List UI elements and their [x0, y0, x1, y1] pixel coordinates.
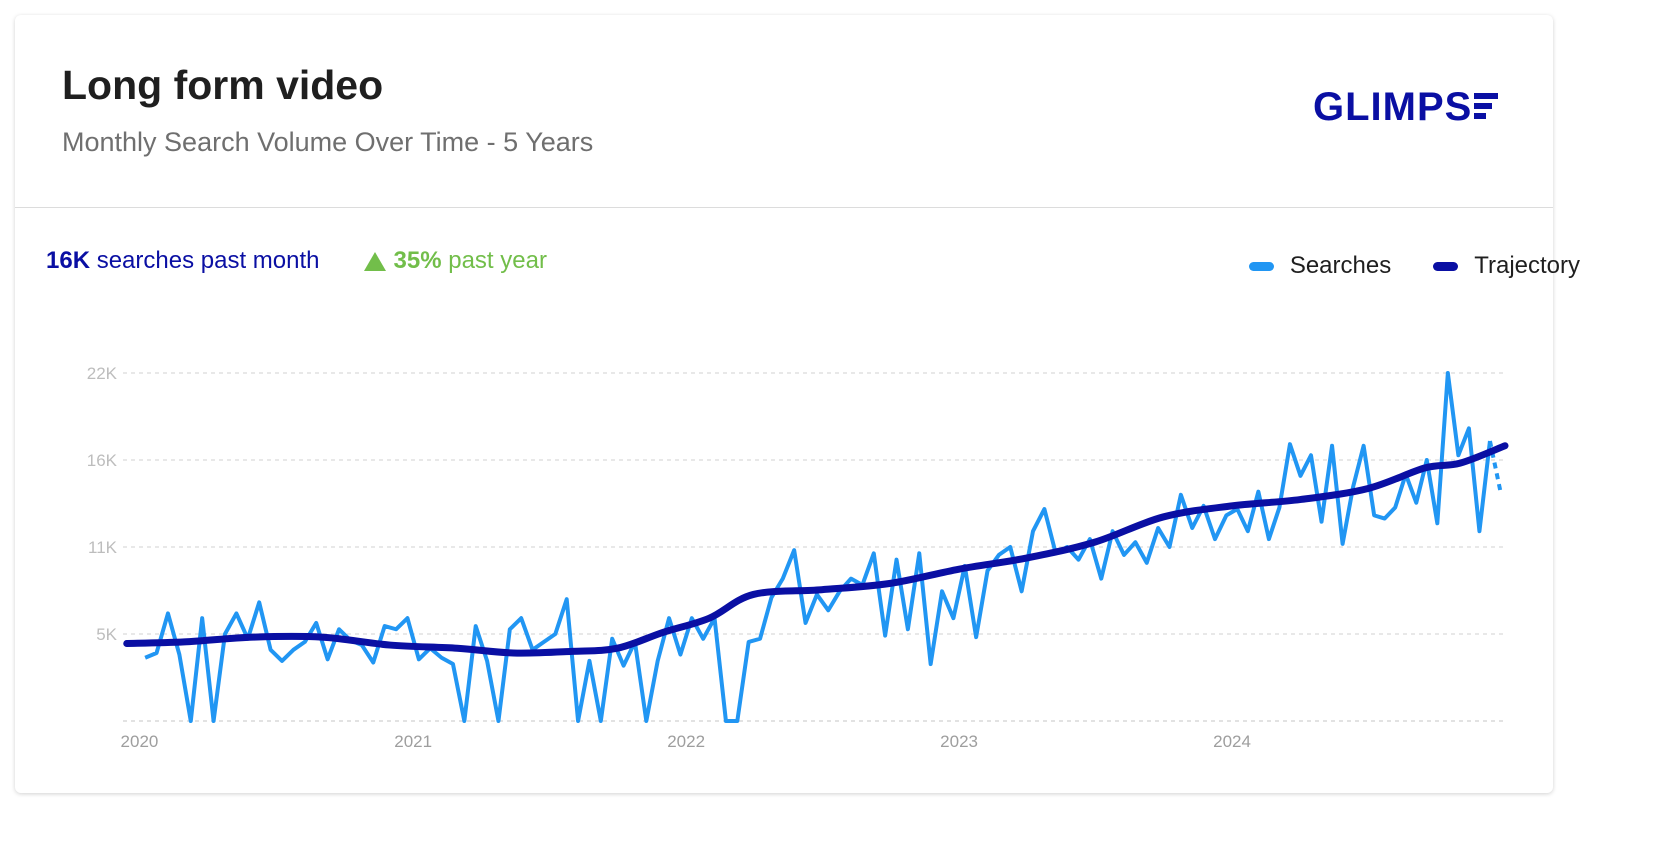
searches-line [144, 371, 1492, 723]
x-tick-label: 2020 [121, 732, 159, 751]
x-tick-label: 2021 [394, 732, 432, 751]
y-tick-label: 22K [87, 364, 118, 383]
searches-value: 16K [46, 247, 91, 274]
legend-swatch-trajectory [1433, 261, 1459, 271]
x-tick-label: 2023 [940, 732, 978, 751]
x-tick-label: 2022 [667, 732, 705, 751]
legend-item-trajectory[interactable]: Trajectory [1433, 252, 1580, 280]
growth-past-year: 35% past year [363, 247, 547, 275]
card-header: Long form video Monthly Search Volume Ov… [15, 15, 1553, 208]
searches-projection-line [1487, 440, 1503, 493]
chart-legend: Searches Trajectory [1207, 252, 1580, 280]
searches-past-month: 16K searches past month [46, 247, 320, 275]
triangle-up-icon [363, 251, 386, 271]
page-title: Long form video [62, 62, 384, 108]
growth-label: past year [448, 247, 547, 274]
legend-swatch-searches [1248, 261, 1274, 271]
glimpse-logo: GLIMPS [1313, 85, 1499, 130]
legend-label: Searches [1289, 252, 1392, 279]
growth-value: 35% [393, 247, 442, 274]
legend-item-searches[interactable]: Searches [1248, 252, 1392, 280]
y-tick-label: 5K [96, 625, 117, 644]
y-tick-label: 16K [87, 451, 118, 470]
stats-row: 16K searches past month 35% past year [46, 247, 547, 275]
chart-subtitle: Monthly Search Volume Over Time - 5 Year… [62, 127, 594, 157]
x-tick-label: 2024 [1213, 732, 1251, 751]
legend-label: Trajectory [1474, 252, 1580, 279]
trajectory-line [123, 442, 1509, 657]
chart-card: Long form video Monthly Search Volume Ov… [15, 15, 1553, 793]
searches-label: searches past month [96, 247, 320, 274]
y-tick-label: 11K [88, 538, 118, 557]
